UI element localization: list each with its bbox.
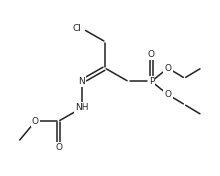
Text: NH: NH <box>75 103 89 112</box>
Text: N: N <box>79 77 85 86</box>
Text: O: O <box>148 50 155 59</box>
Text: O: O <box>55 143 62 152</box>
Text: O: O <box>165 90 171 99</box>
Text: Cl: Cl <box>73 24 82 33</box>
Text: O: O <box>165 64 171 73</box>
Text: P: P <box>149 77 154 86</box>
Text: O: O <box>32 117 39 126</box>
